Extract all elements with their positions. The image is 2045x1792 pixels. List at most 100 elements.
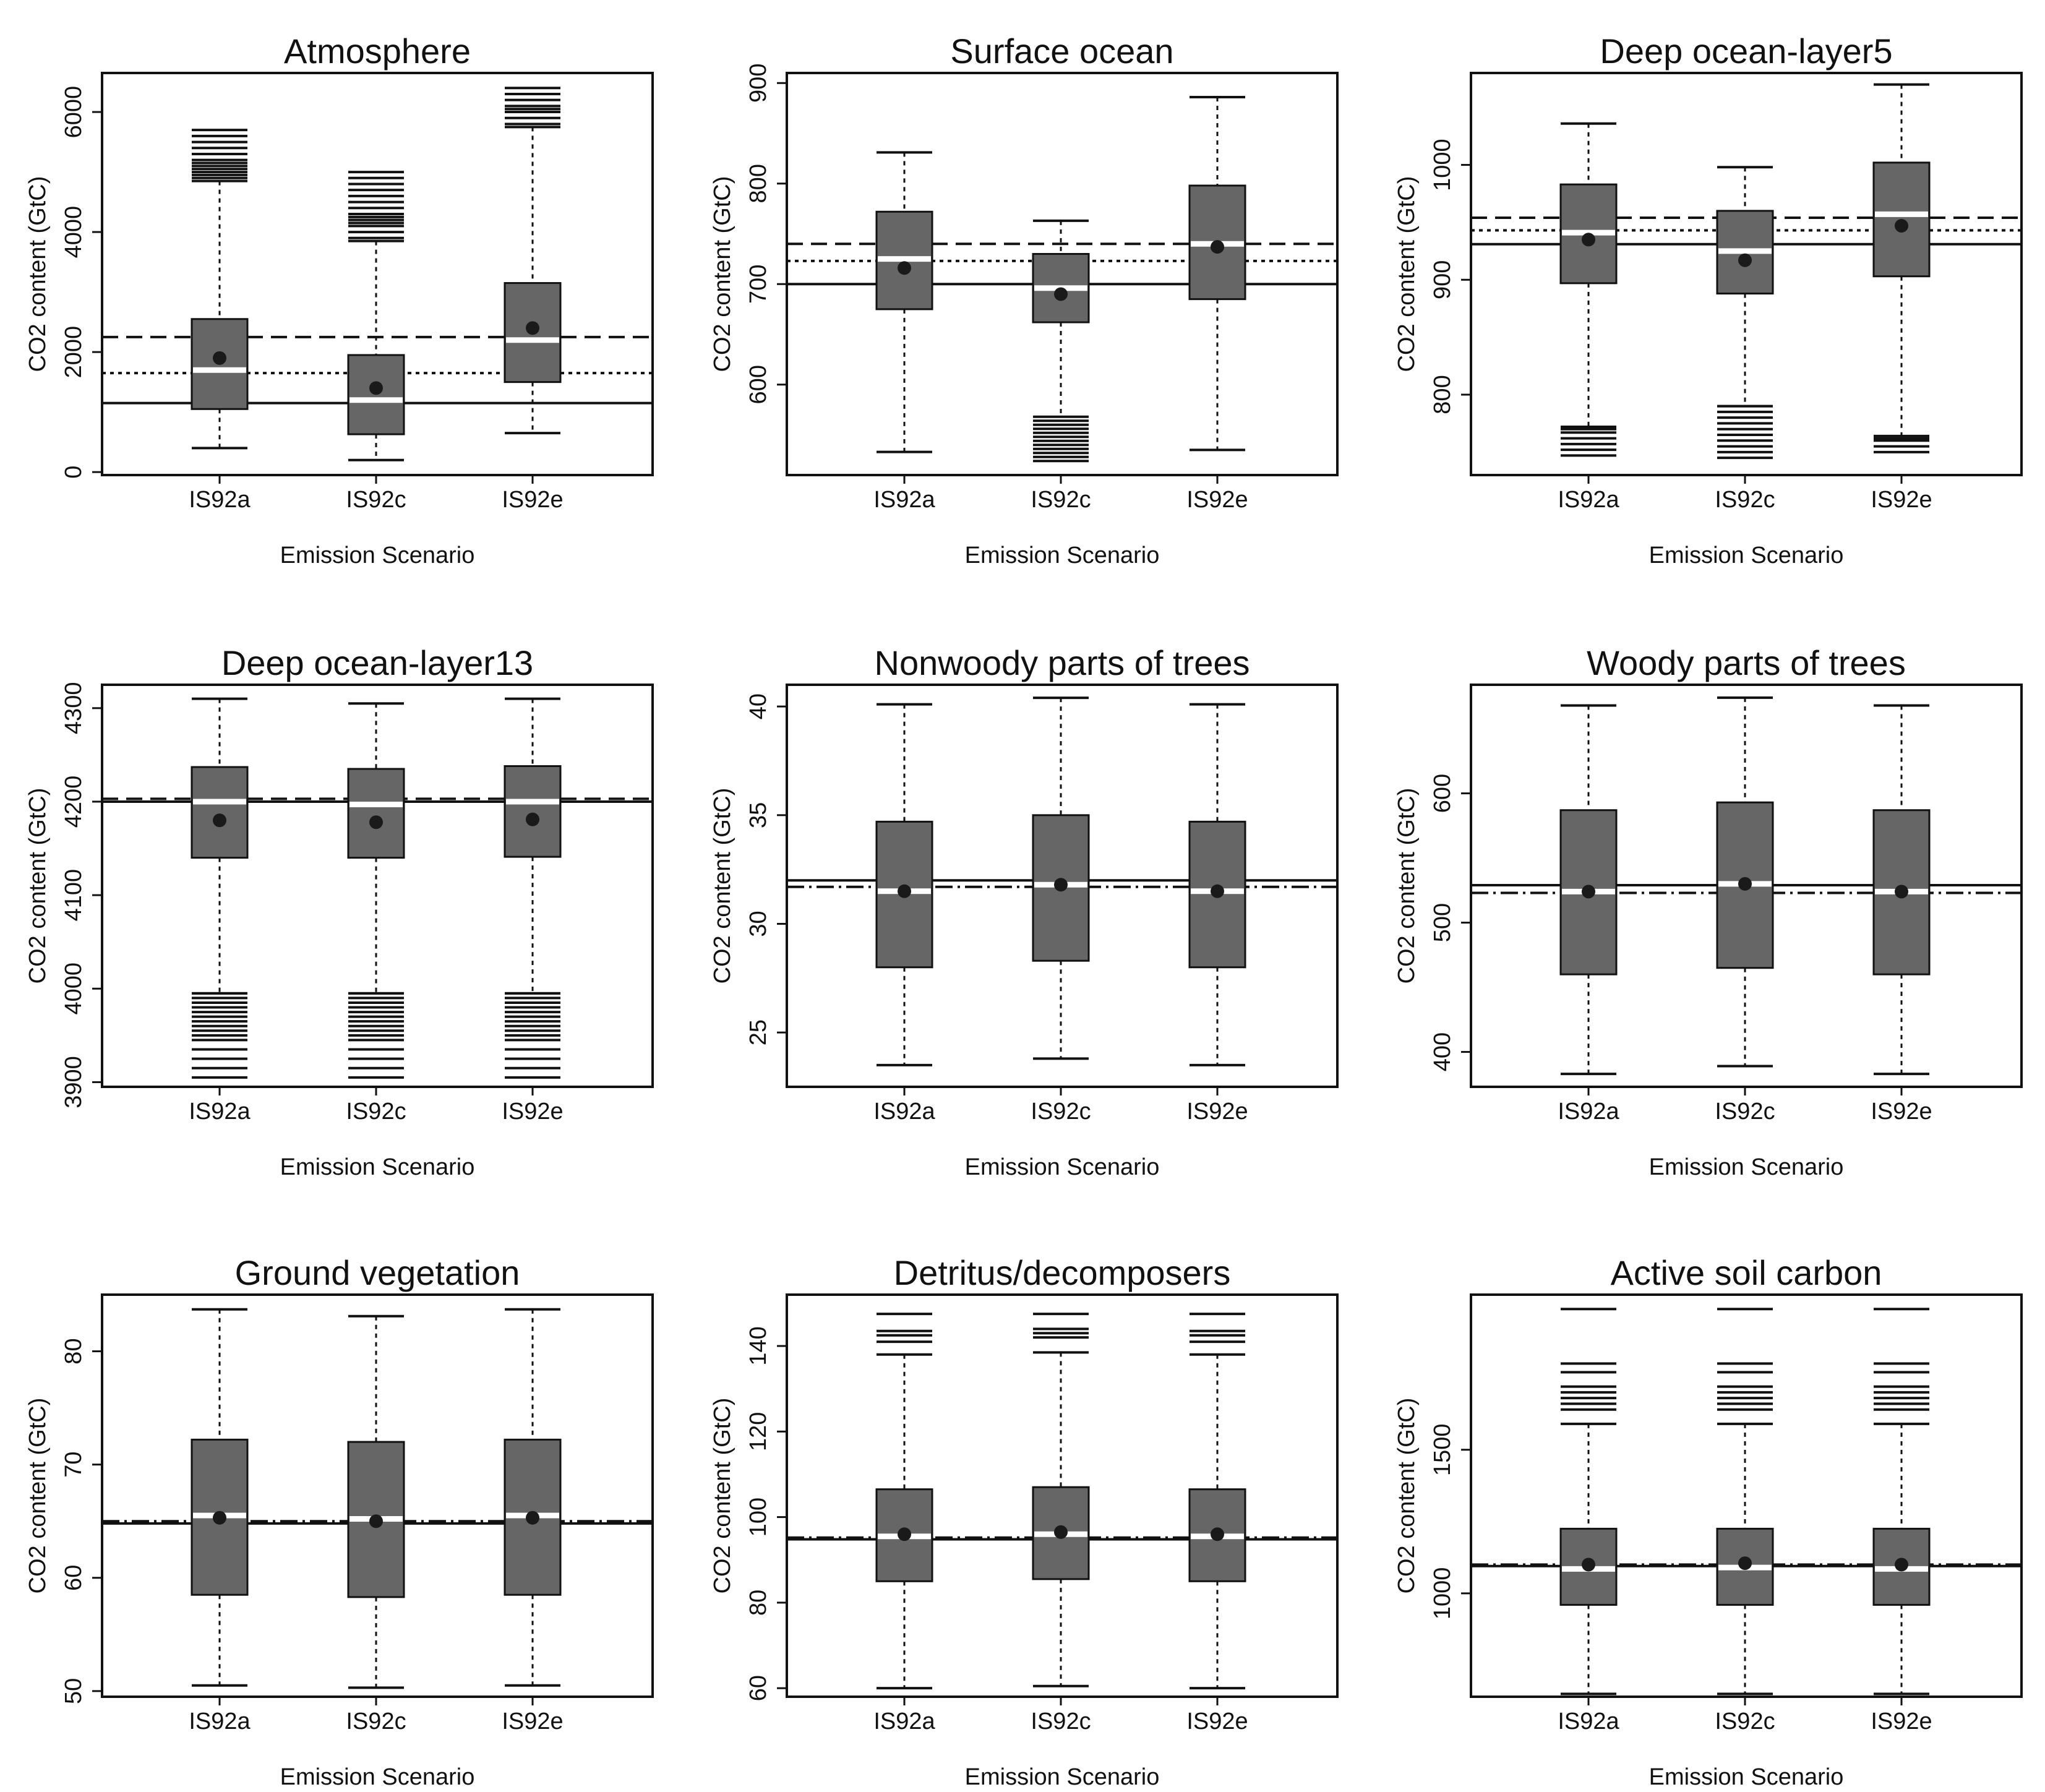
x-tick-label: IS92c [1715, 1708, 1775, 1734]
mean-dot [898, 261, 911, 275]
x-tick-label: IS92c [1715, 1099, 1775, 1125]
y-tick-label: 80 [61, 1338, 87, 1364]
x-tick-label: IS92a [1558, 1099, 1619, 1125]
mean-dot [1582, 1558, 1595, 1572]
y-axis-label: CO2 content (GtC) [25, 788, 51, 984]
y-tick-label: 600 [1430, 774, 1456, 813]
mean-dot [1895, 219, 1908, 233]
chart-panel-9: Active soil carbon 1000 1500 IS92a IS92c IS92… [1394, 1253, 2023, 1790]
x-tick-label: IS92a [1558, 1708, 1619, 1734]
mean-dot [898, 1527, 911, 1541]
mean-dot [526, 321, 539, 335]
mean-dot [369, 1514, 383, 1528]
y-tick-label: 600 [745, 365, 771, 404]
x-tick-label: IS92e [1186, 1708, 1248, 1734]
x-tick-label: IS92e [502, 1708, 563, 1734]
plot-frame [101, 1293, 654, 1698]
plot-frame [786, 72, 1339, 476]
chart-title: Nonwoody parts of trees [875, 643, 1250, 682]
x-tick-label: IS92e [502, 1099, 563, 1125]
x-tick-label: IS92a [873, 487, 935, 513]
y-axis-label: CO2 content (GtC) [710, 788, 735, 984]
mean-dot [1211, 240, 1224, 254]
mean-dot [526, 812, 539, 826]
y-tick-label: 60 [745, 1675, 771, 1701]
y-axis-label: CO2 content (GtC) [710, 176, 735, 372]
y-tick-label: 40 [745, 693, 771, 719]
x-tick-label: IS92a [1558, 487, 1619, 513]
mean-dot [213, 351, 226, 365]
y-tick-label: 400 [1430, 1032, 1456, 1071]
y-tick-label: 500 [1430, 903, 1456, 942]
y-axis-label: CO2 content (GtC) [25, 1398, 51, 1594]
chart-title: Ground vegetation [235, 1253, 520, 1292]
y-tick-label: 1500 [1430, 1423, 1456, 1476]
x-tick-label: IS92a [189, 1099, 251, 1125]
y-tick-label: 6000 [61, 86, 87, 139]
x-axis-label: Emission Scenario [1649, 1154, 1844, 1180]
y-tick-label: 35 [745, 802, 771, 828]
y-tick-label: 3900 [61, 1056, 87, 1108]
y-axis-label: CO2 content (GtC) [1394, 176, 1420, 372]
y-axis-label: CO2 content (GtC) [1394, 1398, 1420, 1594]
mean-dot [526, 1511, 539, 1525]
y-tick-label: 4200 [61, 776, 87, 828]
x-axis-label: Emission Scenario [965, 1154, 1160, 1180]
box-iqr [191, 766, 249, 859]
chart-title: Woody parts of trees [1587, 643, 1906, 682]
y-tick-label: 2000 [61, 326, 87, 379]
y-axis-label: CO2 content (GtC) [710, 1398, 735, 1594]
box-iqr [347, 768, 405, 859]
x-tick-label: IS92e [1871, 1708, 1932, 1734]
chart-panel-3: Deep ocean-layer5 800 900 1000 IS92a IS92c IS9… [1394, 32, 2023, 568]
chart-panel-4: Deep ocean-layer13 3900 4000 4100 4200 4300 IS… [25, 643, 654, 1180]
x-tick-label: IS92c [1031, 487, 1091, 513]
chart-panel-1: Atmosphere 0 2000 4000 6000 IS92a IS92c IS92e Em… [25, 32, 654, 568]
mean-dot [1738, 253, 1752, 267]
plot-frame [786, 684, 1339, 1088]
x-tick-label: IS92e [1871, 487, 1932, 513]
x-axis-label: Emission Scenario [280, 1764, 475, 1790]
mean-dot [213, 813, 226, 828]
x-tick-label: IS92e [1186, 487, 1248, 513]
mean-dot [1054, 878, 1068, 892]
y-tick-label: 900 [745, 64, 771, 103]
y-tick-label: 1000 [1430, 139, 1456, 191]
x-tick-label: IS92c [1715, 487, 1775, 513]
y-tick-label: 70 [61, 1452, 87, 1478]
x-tick-label: IS92c [1031, 1708, 1091, 1734]
x-tick-label: IS92a [189, 487, 251, 513]
x-axis-label: Emission Scenario [1649, 542, 1844, 568]
chart-title: Deep ocean-layer13 [221, 643, 533, 682]
chart-panel-8: Detritus/decomposers 60 80 100 120 140 IS92a IS… [710, 1253, 1339, 1790]
y-tick-label: 800 [745, 164, 771, 203]
mean-dot [369, 381, 383, 395]
chart-panel-5: Nonwoody parts of trees 25 30 35 40 IS92a IS92… [710, 643, 1339, 1180]
chart-title: Atmosphere [284, 32, 471, 71]
chart-panel-7: Ground vegetation 50 60 70 80 IS92a IS92c IS92e… [25, 1253, 654, 1790]
y-axis-label: CO2 content (GtC) [1394, 788, 1420, 984]
plot-frame [786, 1293, 1339, 1698]
mean-dot [1582, 885, 1595, 899]
mean-dot [1211, 884, 1224, 898]
y-tick-label: 100 [745, 1498, 771, 1537]
x-tick-label: IS92c [346, 1708, 406, 1734]
x-tick-label: IS92c [346, 487, 406, 513]
y-tick-label: 0 [61, 466, 87, 479]
plot-frame [1470, 684, 2023, 1088]
y-tick-label: 25 [745, 1019, 771, 1045]
mean-dot [369, 815, 383, 830]
y-tick-label: 4300 [61, 682, 87, 735]
chart-title: Active soil carbon [1611, 1253, 1882, 1292]
chart-panel-6: Woody parts of trees 400 500 600 IS92a IS92c I… [1394, 643, 2023, 1180]
y-tick-label: 700 [745, 265, 771, 304]
y-tick-label: 1000 [1430, 1567, 1456, 1620]
y-tick-label: 140 [745, 1326, 771, 1365]
y-tick-label: 4100 [61, 869, 87, 922]
mean-dot [1738, 877, 1752, 891]
x-axis-label: Emission Scenario [1649, 1764, 1844, 1790]
mean-dot [1054, 1525, 1068, 1539]
mean-dot [1582, 233, 1595, 247]
x-tick-label: IS92c [346, 1099, 406, 1125]
